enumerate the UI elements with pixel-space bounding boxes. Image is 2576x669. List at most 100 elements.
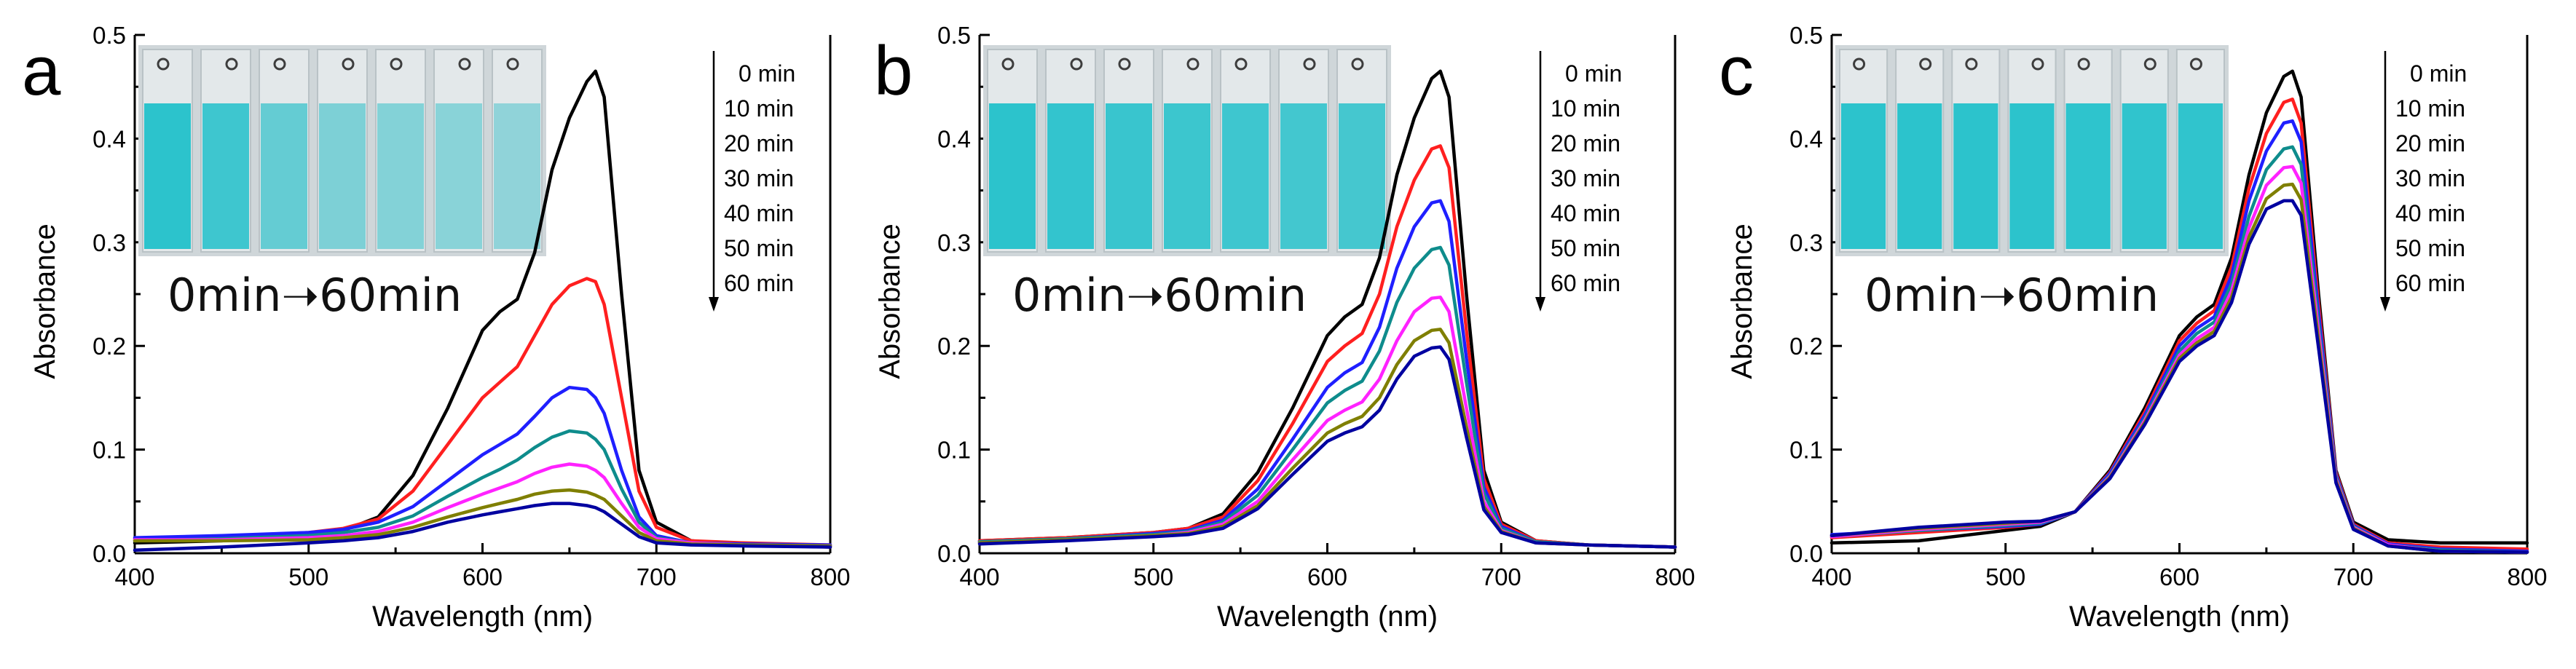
cuvette-liquid [261,103,307,249]
legend-label: 10 min [724,95,794,122]
series-line-60-min [1829,199,2529,554]
cuvette-liquid [1339,103,1385,249]
cuvette-liquid [2009,103,2055,249]
series-line-60-min [133,502,832,552]
cuvette-liquid [1897,103,1942,249]
y-tick-label: 0.3 [1789,229,1823,256]
x-tick-label: 700 [1481,563,1521,590]
y-axis-title: Absorbance [1726,223,1758,379]
legend-label: 10 min [2395,95,2465,122]
legend-label: 40 min [724,200,794,226]
cuvette-liquid [377,103,424,249]
legend-label: 20 min [1551,130,1620,157]
cuvette-liquid [1222,103,1269,249]
cuvette-liquid-base [494,103,540,249]
cuvette-liquid [144,103,191,249]
x-tick-label: 600 [2159,563,2199,590]
inset-caption: 0min➝60min [1864,269,2159,322]
cuvette-marker [1118,58,1131,71]
y-axis-title: Absorbance [29,223,61,379]
cuvette-photo-inset [983,45,1391,256]
series-line-10-min [977,144,1677,549]
cuvette-marker [390,58,403,71]
cuvette-marker [1303,58,1316,71]
cuvette-liquid [1841,103,1886,249]
panel-letter: c [1719,32,1754,110]
cuvette-liquid [1953,103,1998,249]
y-tick-label: 0.5 [1789,22,1823,49]
cuvette-marker [1070,58,1083,71]
series-line-10-min [133,277,832,547]
x-tick-label: 800 [810,563,850,590]
y-tick-label: 0.5 [92,22,126,49]
legend-label: 0 min [2410,60,2467,87]
cuvette-liquid [1106,103,1152,249]
series-line-40-min [133,462,832,548]
y-tick-label: 0.0 [937,540,971,567]
x-tick-label: 700 [637,563,677,590]
cuvette-marker [1186,58,1200,71]
cuvette-liquid [1164,103,1210,249]
legend-arrow-head [709,297,719,312]
legend-label: 60 min [724,270,794,296]
panel-letter: b [874,32,913,110]
x-axis-title: Wavelength (nm) [1217,601,1438,633]
y-tick-label: 0.3 [92,229,126,256]
cuvette-marker [273,58,286,71]
y-tick-label: 0.0 [1789,540,1823,567]
cuvette-marker [225,58,238,71]
cuvette-marker [2143,58,2156,71]
cuvette-liquid [1280,103,1327,249]
cuvette-liquid [2065,103,2111,249]
series-line-50-min [133,488,832,548]
cuvette-marker [458,58,471,71]
series-line-60-min [977,345,1677,549]
legend-label: 20 min [724,130,794,157]
inset-caption: 0min➝60min [168,269,462,322]
x-tick-label: 500 [1133,563,1173,590]
legend-label: 40 min [2395,200,2465,226]
cuvette-liquid-base [377,103,424,249]
x-tick-label: 400 [959,563,999,590]
cuvette-photo-inset [138,45,546,256]
cuvette-marker [2189,58,2202,71]
panel-b: 400 500 600 700 800 0.0 0.1 0.2 0.3 0.4 0.5 Wavelen… [874,22,1695,633]
cuvette-liquid [319,103,366,249]
panel-a: 400 500 600 700 800 0.0 0.1 0.2 0.3 0.4 0.5 Wavelen… [22,22,851,633]
y-tick-label: 0.1 [92,437,126,464]
series-line-20-min [133,385,832,547]
y-tick-label: 0.5 [937,22,971,49]
y-tick-label: 0.3 [937,229,971,256]
x-tick-label: 400 [1811,563,1851,590]
legend-label: 20 min [2395,130,2465,157]
y-tick-label: 0.0 [92,540,126,567]
legend-label: 30 min [1551,165,1620,191]
cuvette-photo-inset [1835,45,2229,256]
legend-label: 60 min [2395,270,2465,296]
legend-label: 40 min [1551,200,1620,226]
series-line-30-min [133,429,832,548]
x-axis-title: Wavelength (nm) [2069,601,2290,633]
cuvette-marker [1351,58,1364,71]
cuvette-marker [506,58,519,71]
legend-label: 50 min [1551,235,1620,261]
x-tick-label: 800 [1655,563,1695,590]
legend-arrow-head [1535,297,1545,312]
x-tick-label: 600 [1307,563,1347,590]
legend-arrow-head [2380,297,2390,312]
cuvette-liquid [2178,103,2223,249]
cuvette-marker [1853,58,1866,71]
legend-label: 60 min [1551,270,1620,296]
cuvette-marker [342,58,355,71]
x-tick-label: 700 [2333,563,2374,590]
panel-letter: a [22,32,61,110]
cuvette-marker [1001,58,1015,71]
y-tick-label: 0.1 [1789,437,1823,464]
cuvette-marker [157,58,170,71]
y-tick-label: 0.2 [937,333,971,360]
cuvette-marker [2077,58,2090,71]
y-tick-label: 0.2 [92,333,126,360]
cuvette-marker [1234,58,1248,71]
y-tick-label: 0.4 [92,125,126,152]
